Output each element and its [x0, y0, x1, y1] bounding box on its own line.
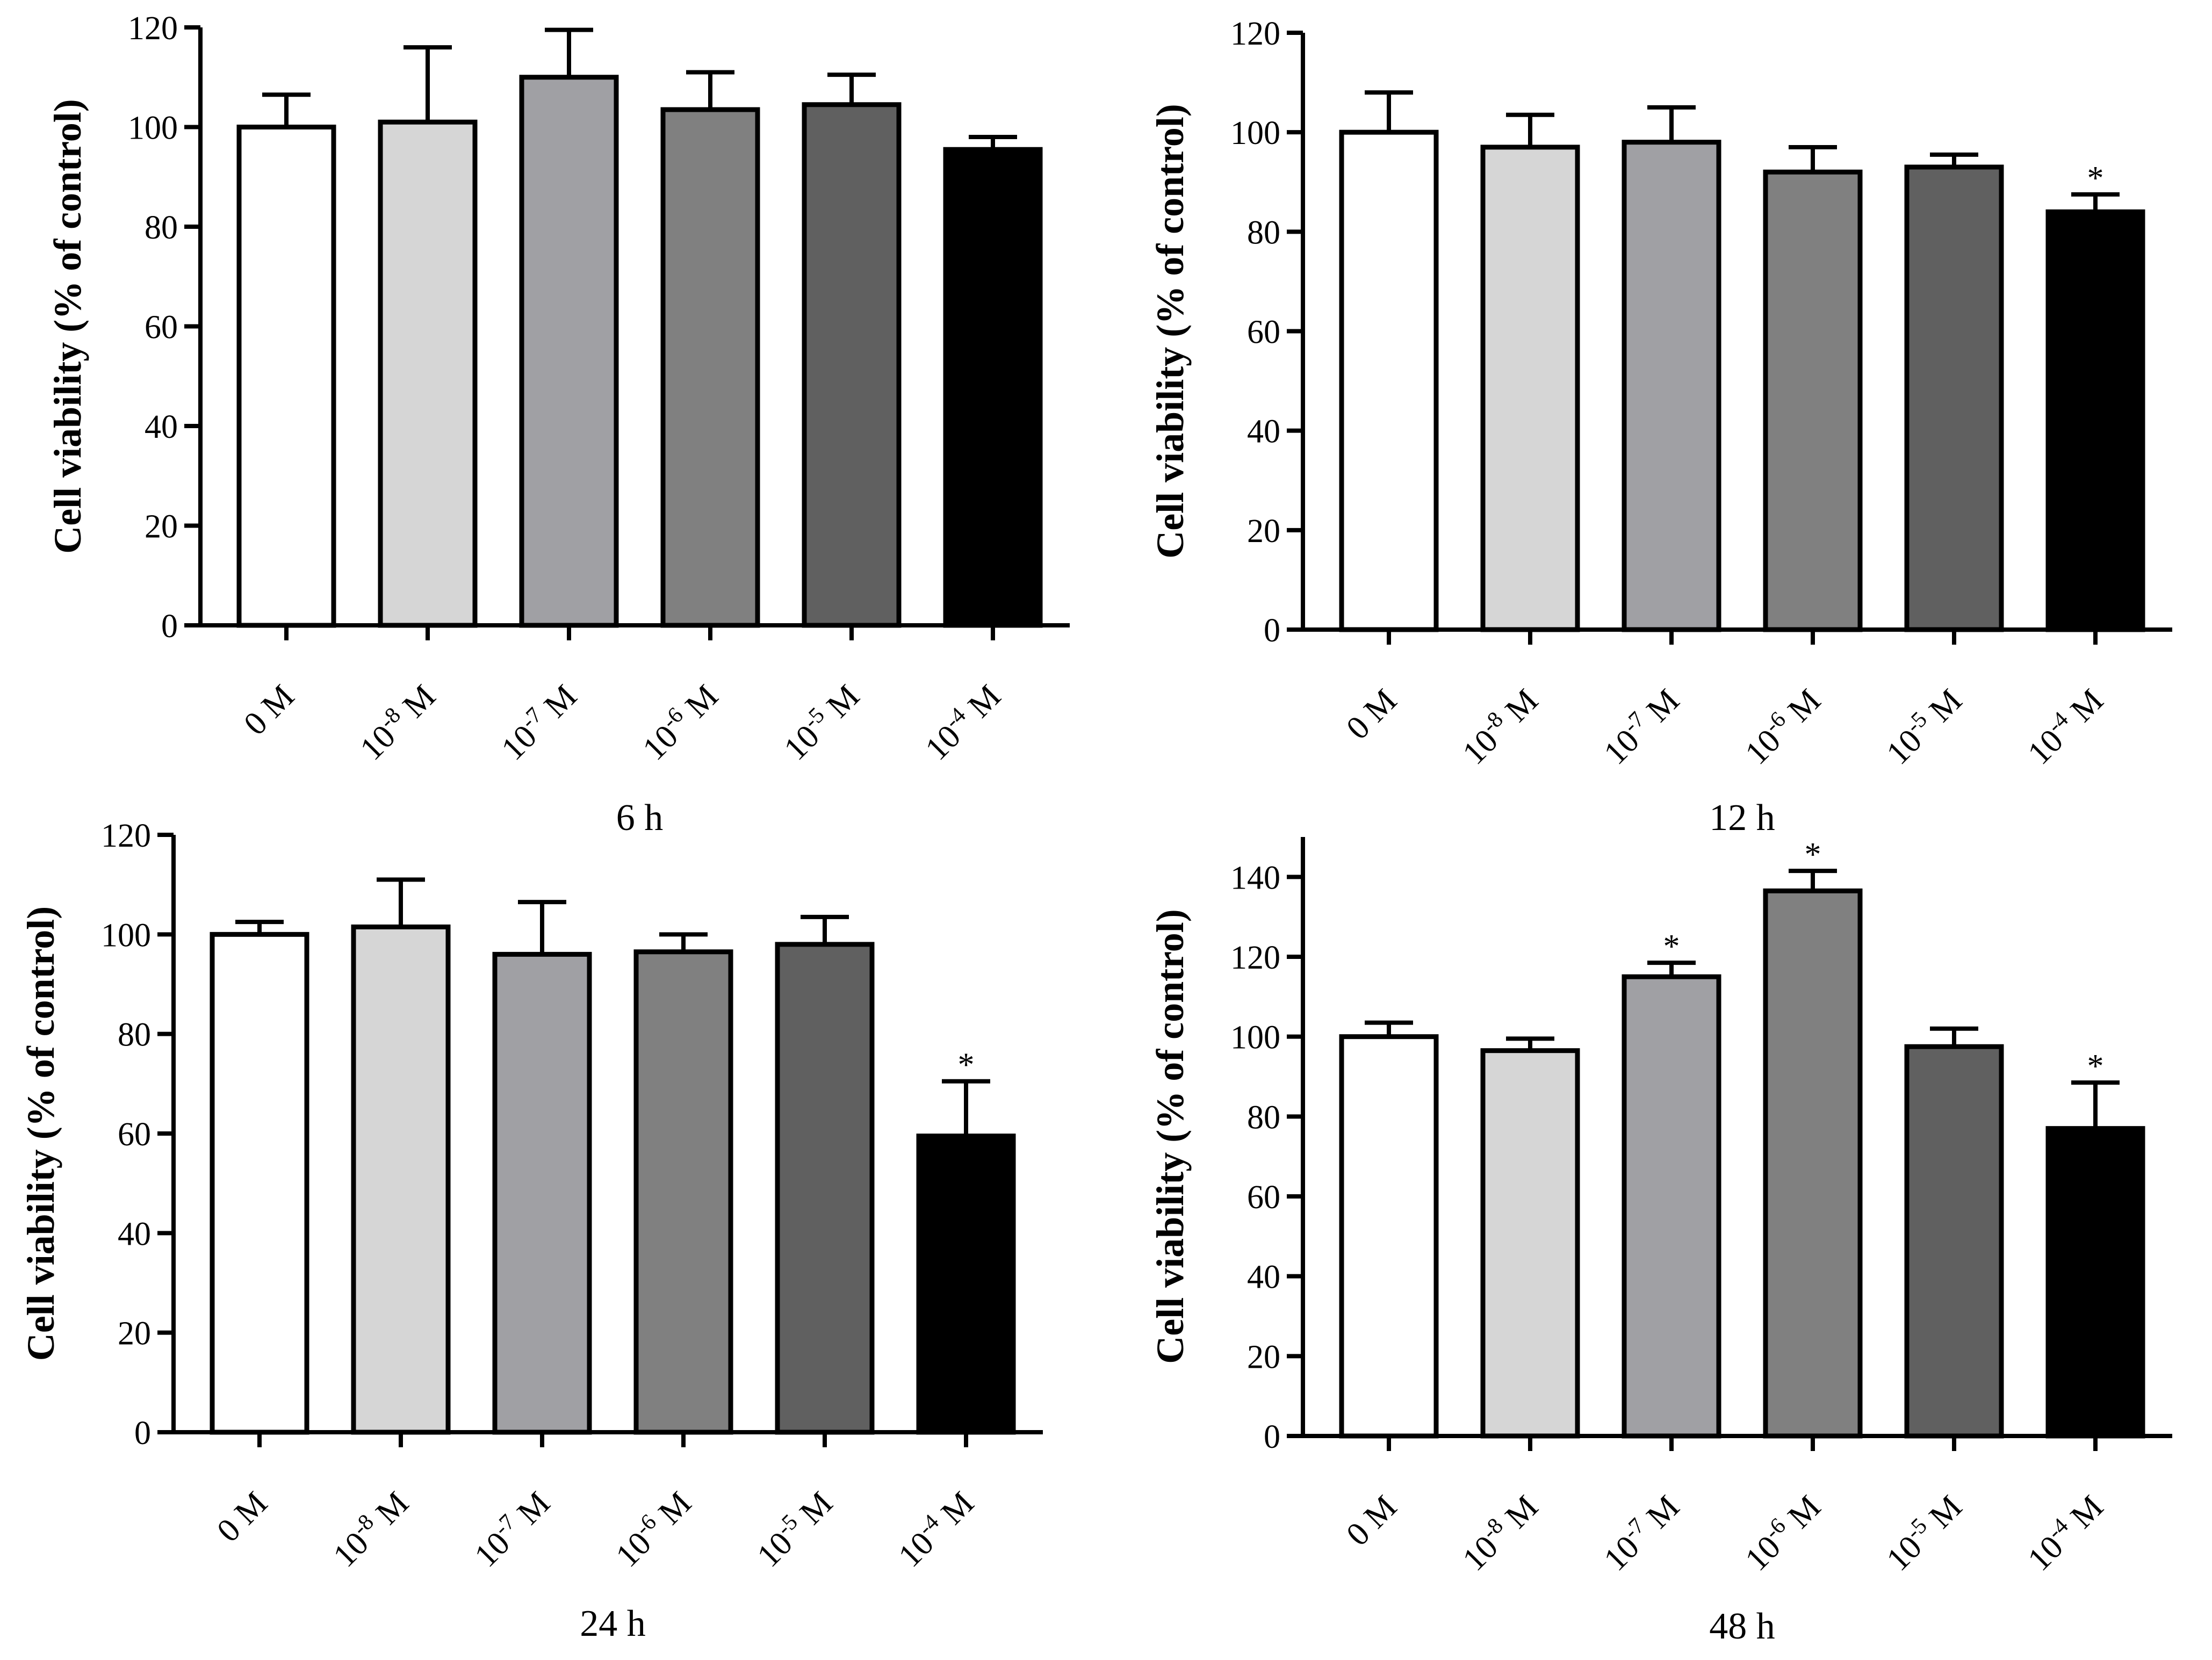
bar — [1904, 1044, 2004, 1439]
panel-title: 12 h — [1709, 797, 1775, 839]
bar — [492, 951, 592, 1435]
y-tick-label: 60 — [1247, 314, 1280, 351]
significance-marker: * — [2087, 160, 2104, 197]
y-tick-label: 120 — [128, 10, 178, 47]
panel-title: 24 h — [580, 1603, 646, 1644]
chart-panel-2: 0 M10-8 M10-7 M10-6 M10-5 M*10-4 M020406… — [1149, 16, 2172, 839]
y-axis-label: Cell viability (% of control) — [1149, 104, 1192, 559]
significance-marker: * — [1663, 928, 1680, 965]
bar — [2045, 209, 2145, 632]
bar — [519, 75, 619, 628]
y-tick-label: 120 — [101, 818, 151, 854]
y-tick-label: 60 — [1247, 1179, 1280, 1216]
bar — [351, 924, 451, 1435]
significance-marker: * — [958, 1047, 975, 1084]
y-tick-label: 120 — [1230, 940, 1280, 976]
bar — [1339, 1034, 1439, 1439]
y-tick-label: 60 — [145, 309, 178, 346]
y-axis-label: Cell viability (% of control) — [19, 906, 62, 1361]
bar — [1763, 169, 1863, 632]
bar — [660, 107, 760, 628]
bar — [633, 949, 733, 1435]
y-axis-label: Cell viability (% of control) — [1149, 909, 1192, 1364]
significance-marker: * — [1805, 836, 1821, 873]
y-tick-label: 120 — [1230, 16, 1280, 52]
bar — [210, 932, 309, 1435]
y-tick-label: 0 — [134, 1415, 151, 1452]
bar — [916, 1134, 1016, 1435]
panel-title: 48 h — [1709, 1606, 1775, 1647]
bar — [1622, 974, 1721, 1439]
y-tick-label: 40 — [145, 409, 178, 445]
y-tick-label: 40 — [118, 1216, 151, 1252]
y-tick-label: 100 — [128, 110, 178, 147]
y-tick-label: 0 — [161, 608, 178, 645]
y-tick-label: 100 — [101, 917, 151, 954]
y-tick-label: 80 — [1247, 214, 1280, 251]
y-tick-label: 100 — [1230, 1020, 1280, 1056]
bar — [236, 125, 336, 628]
y-tick-label: 80 — [1247, 1099, 1280, 1136]
y-axis-label: Cell viability (% of control) — [46, 99, 89, 554]
y-tick-label: 40 — [1247, 414, 1280, 450]
y-tick-label: 20 — [1247, 513, 1280, 550]
significance-marker: * — [2087, 1048, 2104, 1085]
bar — [802, 102, 902, 628]
bar — [943, 147, 1043, 628]
bar — [1480, 145, 1580, 632]
y-tick-label: 80 — [118, 1017, 151, 1053]
y-tick-label: 20 — [145, 509, 178, 545]
y-tick-label: 40 — [1247, 1259, 1280, 1296]
y-tick-label: 80 — [145, 210, 178, 246]
bar — [1339, 129, 1439, 632]
y-tick-label: 20 — [1247, 1339, 1280, 1375]
bar — [2045, 1126, 2145, 1439]
panel-title: 6 h — [616, 797, 664, 839]
y-tick-label: 0 — [1264, 1419, 1280, 1455]
y-tick-label: 100 — [1230, 115, 1280, 151]
bar — [775, 942, 875, 1435]
y-tick-label: 20 — [118, 1316, 151, 1352]
bar — [1622, 140, 1721, 632]
bar — [378, 119, 478, 628]
bar — [1480, 1048, 1580, 1439]
y-tick-label: 60 — [118, 1116, 151, 1153]
bar — [1763, 888, 1863, 1439]
y-tick-label: 140 — [1230, 860, 1280, 896]
y-tick-label: 0 — [1264, 612, 1280, 649]
bar — [1904, 164, 2004, 632]
